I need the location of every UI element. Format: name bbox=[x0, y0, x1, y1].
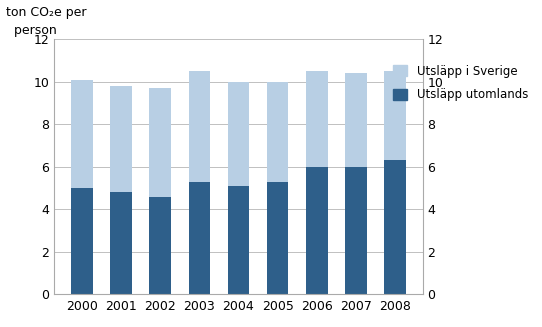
Bar bbox=[267, 182, 288, 294]
Bar bbox=[345, 73, 367, 167]
Bar bbox=[150, 197, 171, 294]
Bar bbox=[110, 192, 132, 294]
Bar bbox=[306, 71, 327, 167]
Bar bbox=[306, 167, 327, 294]
Bar bbox=[345, 167, 367, 294]
Bar bbox=[228, 82, 249, 186]
Text: ton CO₂e per: ton CO₂e per bbox=[7, 6, 87, 19]
Bar bbox=[71, 80, 93, 188]
Bar bbox=[384, 161, 406, 294]
Bar bbox=[189, 182, 210, 294]
Bar bbox=[150, 88, 171, 197]
Bar bbox=[228, 186, 249, 294]
Text: person: person bbox=[7, 24, 57, 37]
Bar bbox=[189, 71, 210, 182]
Legend: Utsläpp i Sverige, Utsläpp utomlands: Utsläpp i Sverige, Utsläpp utomlands bbox=[393, 65, 528, 101]
Bar bbox=[71, 188, 93, 294]
Bar bbox=[110, 86, 132, 192]
Bar bbox=[384, 71, 406, 161]
Bar bbox=[267, 82, 288, 182]
